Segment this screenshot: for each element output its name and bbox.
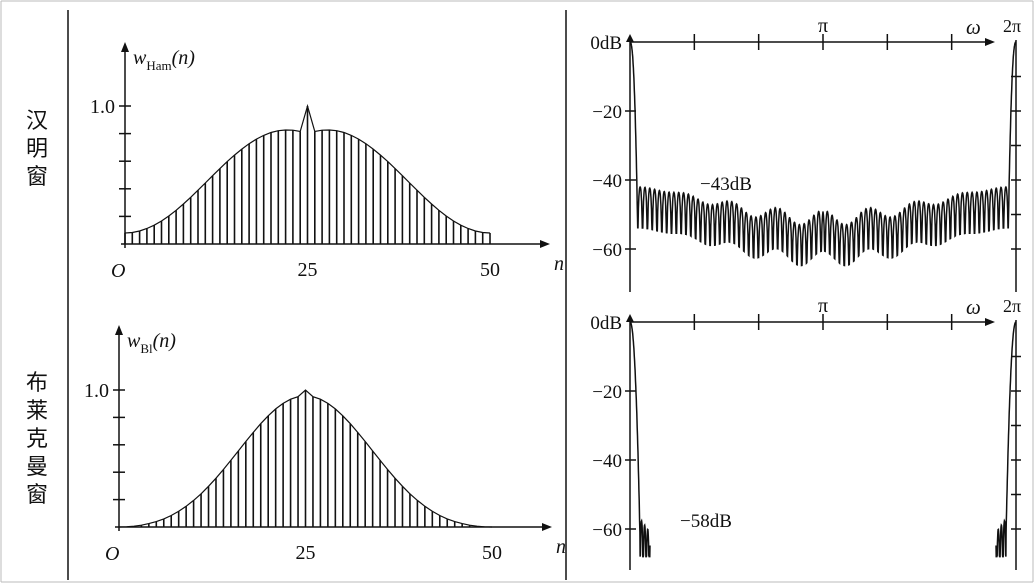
hamming-freq-arrow [985, 38, 995, 46]
blackman-db-arrow [626, 314, 634, 322]
blackman-freq-tick-2pi: 2π [1003, 296, 1021, 316]
blackman-x-tick-25: 25 [296, 542, 316, 564]
blackman-magnitude-response [629, 321, 1017, 558]
hamming-window-plot: wHam(n) n O 25 50 1.0 [90, 42, 564, 282]
blackman-db-tick-60: −60 [592, 520, 622, 541]
hamming-x-tick-25: 25 [298, 259, 318, 281]
hamming-freq-tick-pi: π [818, 15, 828, 37]
hamming-freq-axis-label: ω [966, 15, 981, 39]
blackman-y-tick-1: 1.0 [84, 380, 109, 402]
hamming-freq-ticks [625, 34, 1021, 250]
hamming-freq-tick-2pi: 2π [1003, 16, 1021, 36]
hamming-x-arrow [540, 240, 550, 248]
hamming-db-tick-60: −60 [592, 240, 622, 261]
blackman-db-tick-20: −20 [592, 382, 622, 403]
hamming-db-arrow [626, 34, 634, 42]
row-label-hamming: 汉明窗 [25, 109, 48, 190]
blackman-window-plot: wBl(n) n O 25 50 1.0 [84, 325, 566, 565]
hamming-db-tick-0: 0dB [590, 33, 622, 54]
blackman-origin-label: O [105, 543, 119, 565]
blackman-freq-arrow [985, 318, 995, 326]
blackman-sidelobe-annotation: −58dB [680, 511, 732, 532]
hamming-y-tick-1: 1.0 [90, 96, 115, 118]
hamming-x-axis-label: n [554, 253, 564, 275]
blackman-freq-tick-pi: π [818, 295, 828, 317]
blackman-freq-ticks [625, 314, 1021, 530]
hamming-origin-label: O [111, 260, 125, 282]
blackman-x-axis-label: n [556, 536, 566, 558]
blackman-y-arrow [115, 325, 123, 335]
hamming-db-tick-20: −20 [592, 102, 622, 123]
hamming-magnitude-plot: 0dB −20 −40 −60 π 2π ω −43dB [590, 15, 1021, 292]
blackman-y-axis-label: wBl(n) [127, 330, 176, 356]
hamming-db-tick-40: −40 [592, 171, 622, 192]
hamming-y-axis-label: wHam(n) [133, 47, 195, 73]
hamming-y-arrow [121, 42, 129, 52]
hamming-ticks [119, 105, 131, 218]
hamming-bars [124, 106, 491, 244]
blackman-bars [125, 390, 486, 527]
hamming-x-tick-50: 50 [480, 259, 500, 281]
hamming-sidelobe-annotation: −43dB [700, 174, 752, 195]
blackman-magnitude-plot: 0dB −20 −40 −60 π 2π ω −58dB [590, 295, 1021, 570]
blackman-x-tick-50: 50 [482, 542, 502, 564]
hamming-magnitude-response [629, 41, 1017, 267]
blackman-freq-axis-label: ω [966, 295, 981, 319]
blackman-db-tick-40: −40 [592, 451, 622, 472]
blackman-db-tick-0: 0dB [590, 313, 622, 334]
blackman-x-arrow [542, 523, 552, 531]
row-label-blackman: 布莱克曼窗 [25, 371, 48, 508]
hamming-envelope-line [124, 103, 491, 234]
blackman-envelope-line [118, 389, 493, 528]
blackman-ticks [113, 389, 125, 501]
